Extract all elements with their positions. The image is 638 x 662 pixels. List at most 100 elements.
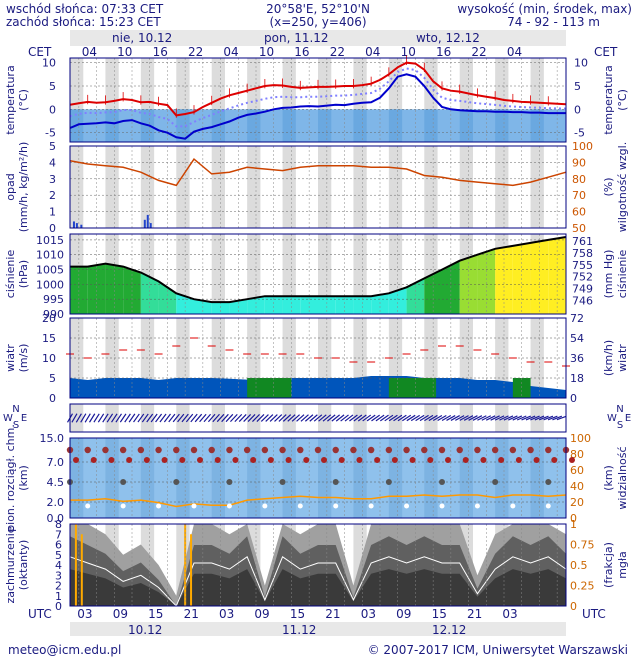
- cloud-dot-high: [409, 457, 416, 463]
- cloud-left-unit: (oktanty): [17, 540, 30, 591]
- wind-arrow: [508, 415, 518, 421]
- precip-night-band: [353, 146, 367, 228]
- precip-night-band: [388, 146, 403, 228]
- wind-arrow: [155, 413, 163, 423]
- compass-letter: W: [3, 413, 13, 424]
- wind-arrow: [93, 413, 100, 423]
- wind-arrow: [207, 413, 216, 423]
- press-right-tick: 752: [572, 271, 593, 284]
- cloud-left-tick: 1: [55, 590, 62, 603]
- cloud-low-area: [70, 569, 566, 606]
- cloud-dot-high: [232, 457, 239, 463]
- cloud-dot-high: [190, 446, 198, 454]
- wind-strong-band: [388, 378, 437, 398]
- bottom-hour-tick: 21: [467, 607, 482, 621]
- compass-letter: E: [625, 413, 631, 424]
- wind-arrow: [379, 414, 389, 422]
- top-tz-right: CET: [594, 45, 618, 59]
- compass-letter: S: [13, 420, 19, 431]
- wind-left-tick: 20: [42, 312, 56, 325]
- bottom-hour-tick: 03: [219, 607, 234, 621]
- wind-arrow: [402, 414, 412, 422]
- wind-left-tick: 10: [42, 352, 56, 365]
- top-hour-tick: 10: [401, 45, 416, 59]
- wind-arrow: [278, 414, 287, 422]
- pressure-line: [70, 236, 567, 304]
- press-right-tick: 755: [572, 259, 593, 272]
- wind-arrow: [530, 415, 540, 421]
- press-frame: [69, 233, 567, 315]
- dir-night-band: [282, 404, 296, 432]
- precip-bar: [75, 223, 78, 228]
- wind-arrow: [331, 414, 340, 422]
- vis-night-band: [388, 438, 403, 518]
- top-date-band: [70, 30, 566, 46]
- top-tz-left: CET: [28, 45, 52, 59]
- cloud-dot-high: [137, 446, 145, 454]
- wind-arrow: [84, 413, 91, 423]
- press-night-band: [211, 234, 225, 314]
- precip-left-tick: 1: [49, 206, 56, 219]
- cloud-dot-high: [73, 457, 79, 463]
- cloud-dot-high: [356, 457, 363, 463]
- wind-strong-band: [247, 378, 292, 398]
- pressure-fill-segment: [353, 296, 372, 314]
- temp-left-tick: 0: [49, 103, 56, 116]
- top-hour-tick: 22: [471, 45, 486, 59]
- press-left-tick: 1010: [36, 249, 64, 262]
- humidity-right-tick: 60: [572, 206, 586, 219]
- wind-arrow: [397, 414, 407, 422]
- cloud-dot-high: [367, 446, 375, 454]
- visibility-right-label: (km): [602, 465, 615, 491]
- pressure-left-unit: (hPa): [17, 260, 30, 288]
- precip-left-tick: 2: [49, 189, 56, 202]
- temp-left-tick: 5: [49, 80, 56, 93]
- wind-arrow: [410, 414, 420, 422]
- cloud-dot-low: [226, 503, 232, 509]
- cloud-dot-high: [314, 446, 322, 454]
- cloud-dot-mid: [279, 479, 286, 485]
- wind-arrow: [415, 414, 425, 422]
- wind-arrow: [357, 414, 367, 422]
- wind-arrow: [190, 413, 198, 423]
- cloud-dot-low: [297, 503, 303, 509]
- temp-subzero-night: [424, 109, 438, 142]
- wind-arrow: [119, 413, 127, 423]
- vis-night-band: [530, 438, 544, 518]
- precip-night-band: [282, 146, 296, 228]
- visibility-right-unit: widzialność: [616, 446, 629, 509]
- cloud-dot-mid: [439, 479, 445, 485]
- wind-arrow: [472, 415, 483, 421]
- cloud-left-tick: 4: [55, 559, 62, 572]
- press-left-tick: 995: [43, 293, 64, 306]
- cloud-dot-high: [456, 446, 463, 454]
- wind-arrow: [393, 414, 403, 422]
- precip-night-band: [459, 146, 473, 228]
- wind-arrow: [137, 413, 145, 423]
- cloud-dot-high: [179, 457, 186, 463]
- temp-subzero-night: [105, 109, 119, 142]
- precip-bar: [149, 223, 152, 228]
- humidity-right-tick: 80: [572, 173, 586, 186]
- wind-arrow: [163, 413, 171, 423]
- footer-email[interactable]: meteo@icm.edu.pl: [8, 643, 121, 657]
- humidity-line: [69, 157, 567, 187]
- cloud-dot-high: [90, 457, 97, 463]
- cloud-left-tick: 5: [55, 549, 62, 562]
- wind-arrow: [459, 415, 469, 421]
- temp-subzero-night: [530, 109, 544, 142]
- press-left-tick: 1015: [36, 234, 64, 247]
- dir-frame: [69, 403, 567, 433]
- cloud-dot-high: [533, 457, 540, 463]
- wind-arrow: [534, 415, 545, 421]
- precip-night-band: [495, 146, 509, 228]
- dir-night-band: [105, 404, 119, 432]
- precip-left-label: opad: [4, 173, 17, 200]
- wind-arrow: [547, 415, 558, 421]
- press-night-band: [353, 234, 367, 314]
- cloud-dot-high: [462, 457, 469, 463]
- pressure-fill-segment: [140, 272, 159, 314]
- cloud-dot-high: [569, 457, 575, 463]
- wind-night-band: [530, 318, 544, 398]
